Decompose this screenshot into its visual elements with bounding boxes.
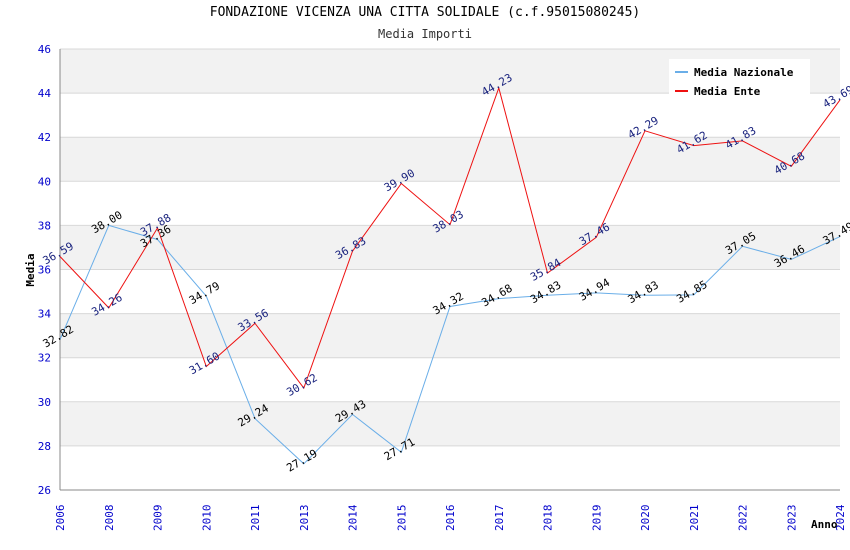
y-tick-label: 40 — [38, 175, 51, 188]
x-tick-label: 2016 — [444, 505, 457, 532]
series-line-media-ente — [59, 86, 841, 390]
grid-band — [60, 401, 840, 446]
x-tick-label: 2011 — [249, 505, 262, 532]
y-tick-label: 38 — [38, 219, 51, 232]
x-tick-label: 2020 — [639, 505, 652, 532]
x-tick-label: 2010 — [200, 505, 213, 532]
x-tick-label: 2022 — [737, 505, 750, 532]
series-lines — [59, 86, 841, 465]
y-tick-label: 30 — [38, 396, 51, 409]
grid-band — [60, 225, 840, 270]
grid-band — [60, 313, 840, 358]
legend-label-media-nazionale: Media Nazionale — [694, 66, 794, 79]
y-tick-label: 34 — [38, 308, 52, 321]
x-tick-label: 2006 — [54, 505, 67, 532]
y-tick-label: 46 — [38, 43, 51, 56]
x-tick-label: 2021 — [688, 505, 701, 532]
x-tick-label: 2013 — [298, 505, 311, 532]
legend-background — [669, 59, 810, 96]
y-tick-label: 28 — [38, 440, 51, 453]
x-axis-label: Anno — [811, 518, 838, 531]
legend-label-media-ente: Media Ente — [694, 85, 761, 98]
grid-band — [60, 181, 840, 226]
y-tick-label: 26 — [38, 484, 51, 497]
grid-band — [60, 357, 840, 402]
y-tick-labels: 26 28 30 32 34 36 38 40 42 44 46 — [38, 43, 52, 497]
x-tick-label: 2024 — [834, 504, 847, 531]
x-tick-label: 2014 — [347, 504, 360, 531]
chart-legend: Media Nazionale Media Ente — [669, 59, 810, 98]
chart-title: FONDAZIONE VICENZA UNA CITTA SOLIDALE (c… — [209, 5, 641, 20]
grid-band — [60, 137, 840, 182]
y-tick-label: 44 — [38, 87, 52, 100]
x-tick-label: 2019 — [590, 505, 603, 532]
x-tick-label: 2017 — [493, 505, 506, 532]
x-tick-label: 2015 — [395, 505, 408, 532]
x-tick-labels: 2006 2008 2009 2010 2011 2013 2014 2015 2016 2017… — [54, 504, 847, 531]
chart-subtitle: Media Importi — [378, 27, 472, 41]
x-tick-label: 2018 — [542, 505, 555, 532]
y-tick-label: 36 — [38, 264, 51, 277]
x-tick-label: 2009 — [152, 505, 165, 532]
y-tick-label: 42 — [38, 131, 51, 144]
x-tick-label: 2008 — [103, 505, 116, 532]
x-tick-label: 2023 — [785, 505, 798, 532]
grid-band — [60, 93, 840, 138]
series-line-media-nazionale — [59, 224, 841, 465]
axes — [59, 49, 840, 491]
y-axis-label: Media — [24, 253, 37, 286]
y-tick-label: 32 — [38, 352, 51, 365]
grid-band — [60, 445, 840, 490]
